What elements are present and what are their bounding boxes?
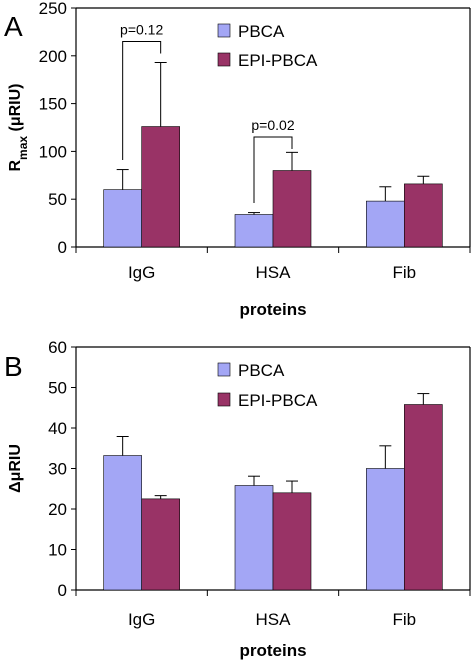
- bar-pbca-igg: [103, 189, 142, 248]
- panel-label: B: [4, 351, 23, 382]
- bar-pbca-hsa: [234, 485, 274, 591]
- y-tick-label: 60: [48, 338, 67, 357]
- y-tick-label: 30: [48, 460, 67, 479]
- x-axis-title: proteins: [239, 641, 306, 660]
- category-label: HSA: [256, 610, 292, 629]
- category-label: IgG: [128, 610, 155, 629]
- y-tick-label: 10: [48, 541, 67, 560]
- bar-epi-pbca-hsa: [272, 492, 312, 591]
- bar-epi-pbca-hsa: [272, 170, 312, 248]
- y-tick-label: 200: [39, 47, 67, 66]
- legend-label-epi-pbca: EPI-PBCA: [238, 391, 318, 410]
- p-value-annotation: p=0.12: [120, 21, 163, 37]
- legend-swatch-epi-pbca: [217, 392, 231, 407]
- y-tick-label: 100: [39, 142, 67, 161]
- bar-pbca-igg: [103, 455, 142, 591]
- chart-a: 0 50 100 150 200 250 IgG HSA Fib p=0.12 p=0.02 PBCA…: [4, 0, 471, 319]
- category-label: Fib: [393, 610, 417, 629]
- y-axis-title: ΔμRIU: [7, 444, 24, 493]
- y-tick-label: 250: [39, 0, 67, 18]
- panel-label: A: [4, 11, 23, 42]
- x-axis-title: proteins: [239, 300, 306, 319]
- y-tick-label: 40: [48, 419, 67, 438]
- bar-epi-pbca-fib: [404, 183, 443, 248]
- legend-label-pbca: PBCA: [238, 22, 285, 41]
- legend-swatch-pbca: [217, 362, 231, 377]
- legend-label-pbca: PBCA: [238, 361, 285, 380]
- legend-label-epi-pbca: EPI-PBCA: [238, 51, 318, 70]
- y-tick-label: 50: [48, 190, 67, 209]
- y-tick-label: 150: [39, 95, 67, 114]
- category-label: HSA: [256, 263, 292, 282]
- legend-swatch-epi-pbca: [217, 52, 231, 67]
- bar-epi-pbca-fib: [404, 404, 443, 591]
- p-value-annotation: p=0.02: [251, 117, 294, 133]
- bar-pbca-fib: [366, 468, 405, 591]
- legend-swatch-pbca: [217, 23, 231, 38]
- y-tick-label: 0: [58, 581, 67, 600]
- y-tick-label: 50: [48, 379, 67, 398]
- category-label: IgG: [128, 263, 155, 282]
- significance-bracket: [122, 40, 162, 161]
- category-label: Fib: [393, 263, 417, 282]
- bar-epi-pbca-igg: [141, 126, 180, 248]
- chart-b: 0 10 20 30 40 50 60 IgG HSA Fib PBCA EPI-PBCA Bprote…: [4, 338, 471, 660]
- bar-pbca-fib: [366, 200, 405, 248]
- y-tick-label: 0: [58, 238, 67, 257]
- significance-bracket: [253, 136, 293, 204]
- bar-pbca-hsa: [234, 214, 274, 248]
- bar-epi-pbca-igg: [141, 498, 180, 591]
- y-tick-label: 20: [48, 500, 67, 519]
- y-axis-title: Rmax (μRIU): [7, 83, 30, 171]
